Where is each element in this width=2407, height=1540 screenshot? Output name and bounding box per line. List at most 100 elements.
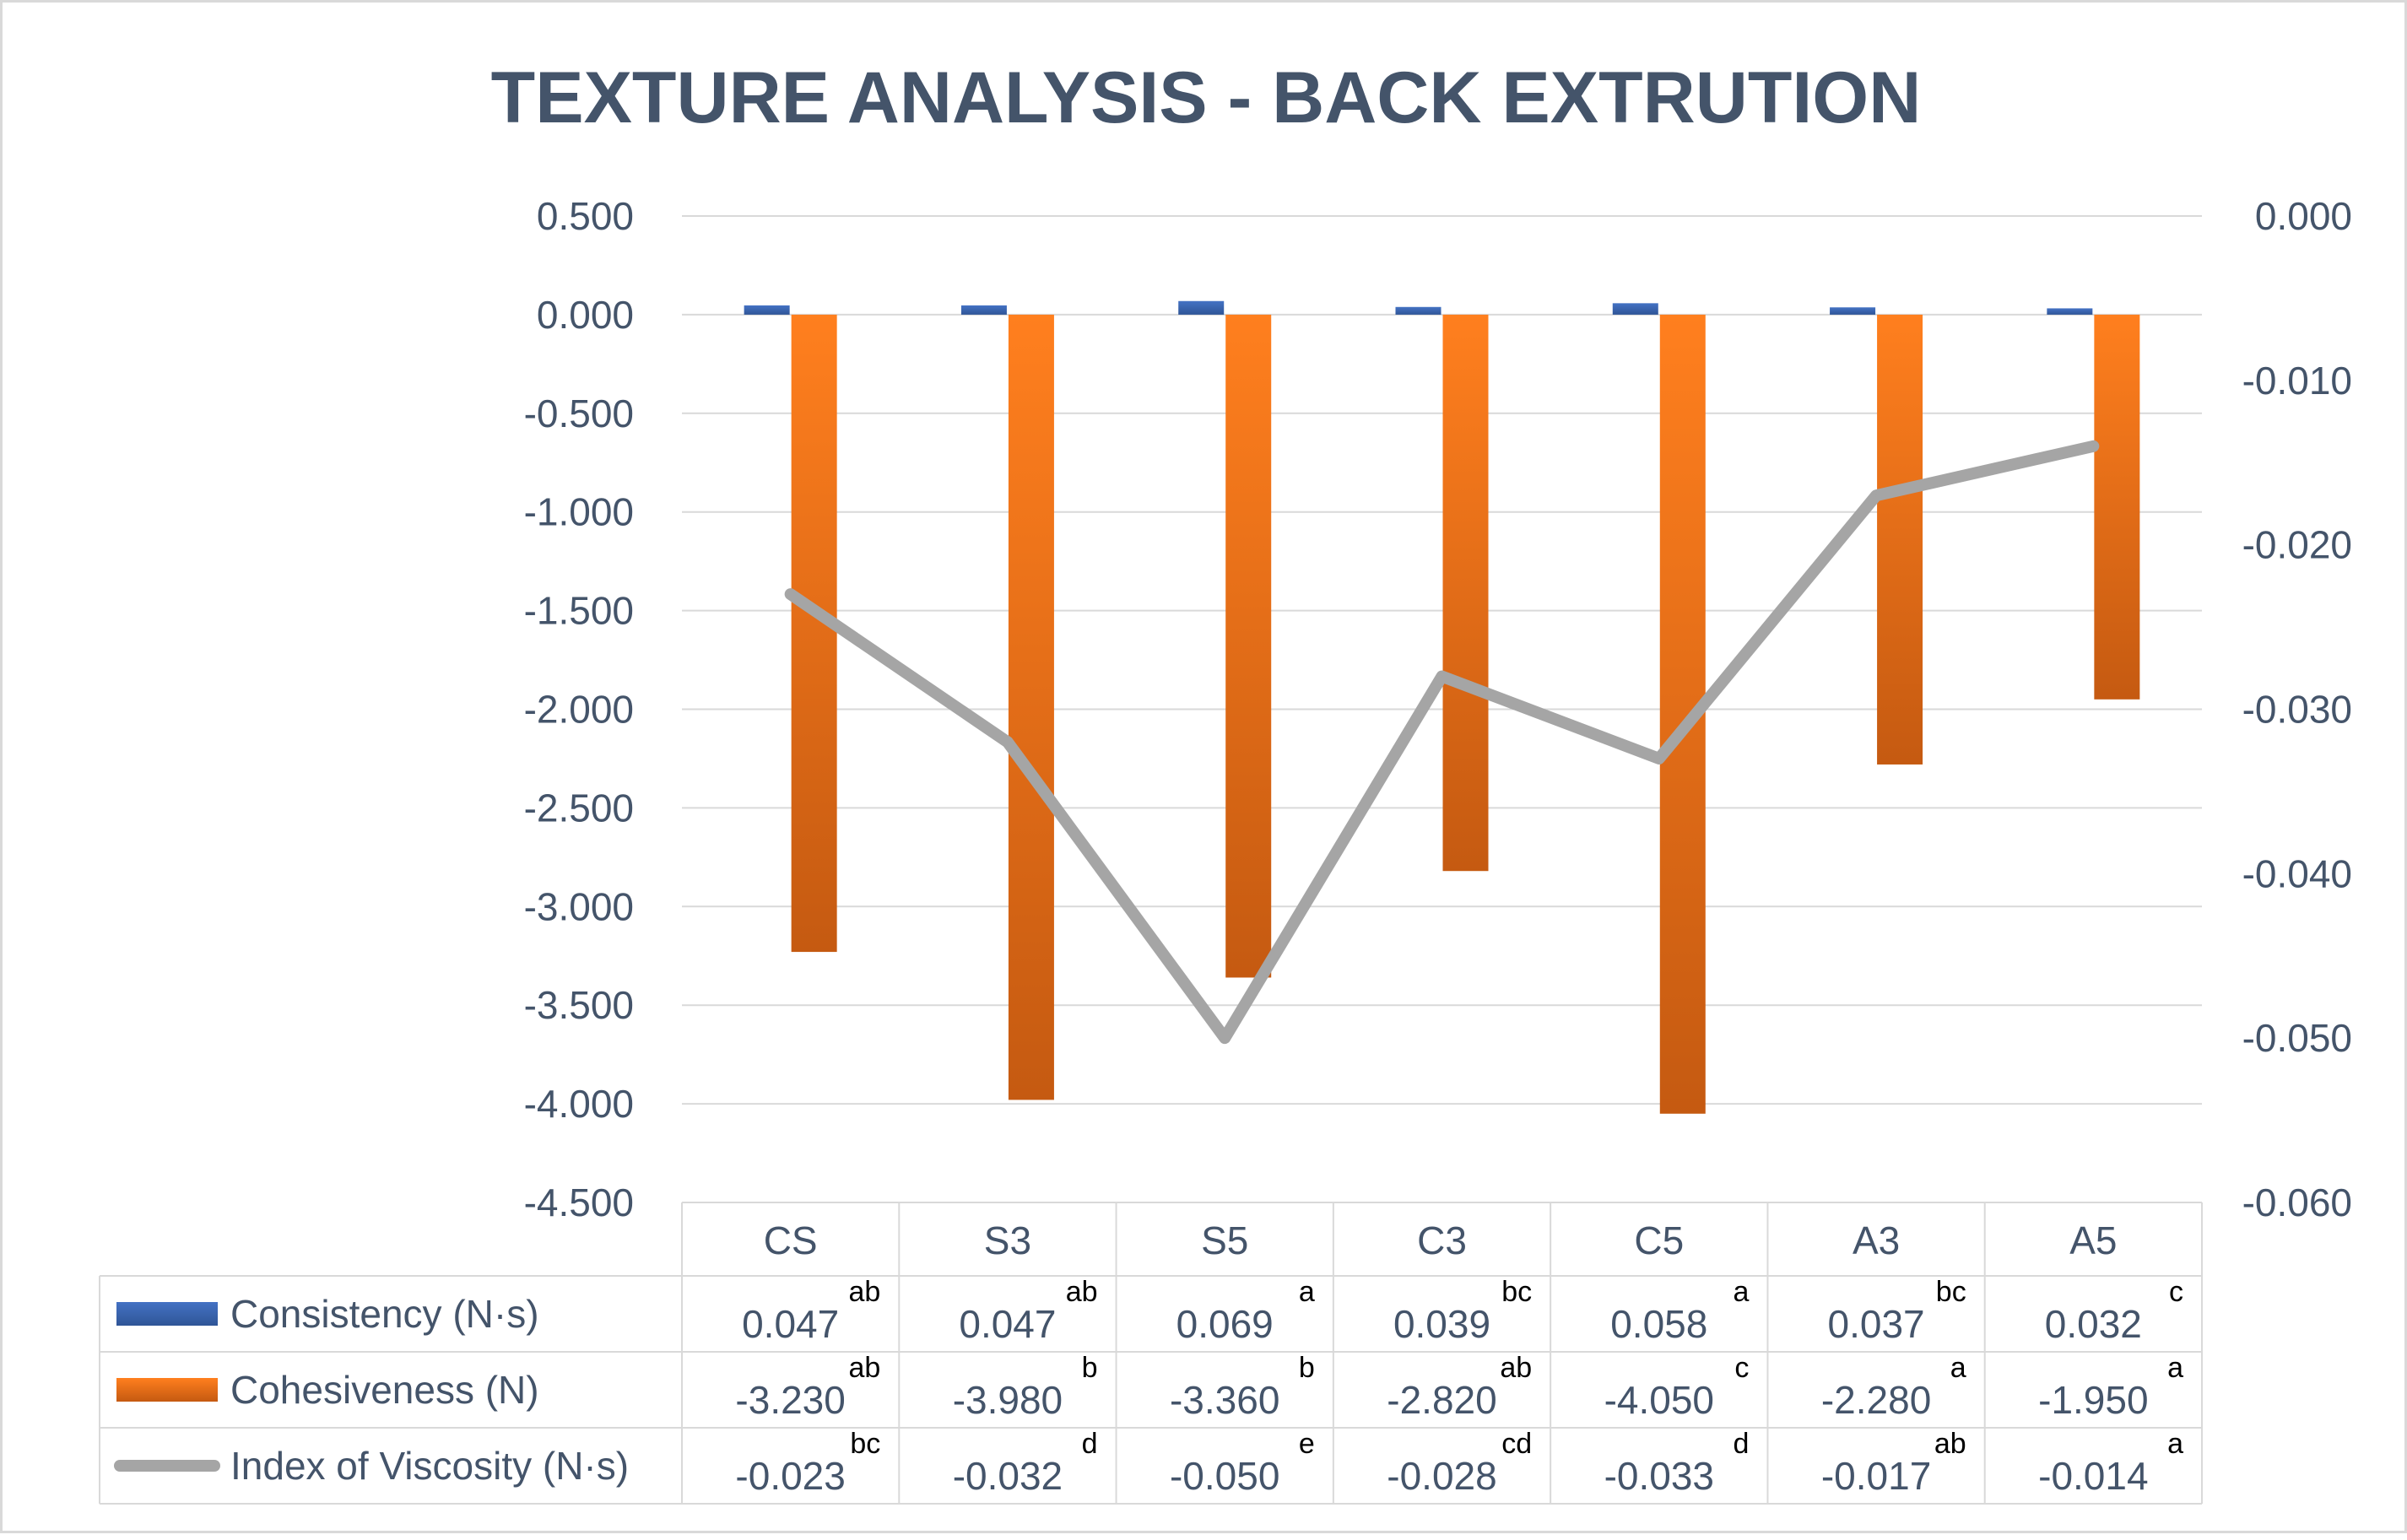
data-label: -0.033 — [1604, 1454, 1714, 1498]
category-label: A3 — [1853, 1218, 1900, 1262]
primary-tick-label: -3.000 — [524, 884, 634, 928]
significance-letter: c — [2169, 1276, 2183, 1308]
significance-letter: ab — [1066, 1276, 1098, 1308]
data-label: -4.050 — [1604, 1378, 1714, 1422]
primary-tick-label: -1.000 — [524, 490, 634, 534]
significance-letter: cd — [1501, 1428, 1532, 1460]
secondary-tick-label: -0.010 — [2242, 359, 2352, 403]
cohesiveness-bar — [1008, 314, 1054, 1100]
category-label: CS — [764, 1218, 818, 1262]
consistency-bar — [1612, 303, 1658, 315]
gridlines — [682, 215, 2202, 1203]
significance-letter: ab — [848, 1276, 880, 1308]
viscosity-point — [789, 593, 792, 596]
viscosity-point — [1224, 1037, 1226, 1040]
cohesiveness-bar — [1442, 314, 1489, 872]
primary-tick-label: -3.500 — [524, 983, 634, 1027]
category-label: C3 — [1417, 1218, 1467, 1262]
data-label: 0.039 — [1393, 1302, 1490, 1346]
significance-letter: a — [2167, 1352, 2183, 1384]
significance-letter: a — [2167, 1428, 2183, 1460]
chart-title: TEXTURE ANALYSIS - BACK EXTRUTION — [491, 57, 1922, 138]
category-label: S5 — [1201, 1218, 1248, 1262]
consistency-bar — [1830, 307, 1876, 315]
significance-letter: c — [1734, 1352, 1749, 1384]
primary-tick-label: -0.500 — [524, 392, 634, 435]
primary-tick-label: -2.500 — [524, 786, 634, 829]
data-label: -0.014 — [2038, 1454, 2148, 1498]
viscosity-point — [1875, 494, 1878, 497]
legend-label: Index of Viscosity (N·s) — [230, 1444, 629, 1488]
data-label: 0.069 — [1176, 1302, 1274, 1346]
consistency-bar — [1178, 300, 1225, 315]
significance-letter: ab — [1934, 1428, 1966, 1460]
significance-letter: bc — [1501, 1276, 1532, 1308]
data-label: -0.023 — [735, 1454, 845, 1498]
significance-letter: e — [1299, 1428, 1315, 1460]
data-label: -2.820 — [1387, 1378, 1496, 1422]
data-label: -3.230 — [735, 1378, 845, 1422]
consistency-bar — [2047, 308, 2093, 315]
chart-svg: TEXTURE ANALYSIS - BACK EXTRUTION 0.500 0… — [99, 57, 2352, 1505]
data-label: 0.047 — [959, 1302, 1056, 1346]
data-label: -0.017 — [1821, 1454, 1931, 1498]
significance-letter: d — [1082, 1428, 1098, 1460]
primary-tick-label: -2.000 — [524, 688, 634, 732]
cohesiveness-bar — [791, 314, 837, 953]
secondary-axis-ticks: 0.000 -0.010 -0.020 -0.030 -0.040 -0.050 -0.06… — [2242, 194, 2352, 1224]
secondary-tick-label: 0.000 — [2255, 194, 2352, 238]
legend-key-cohesiveness — [116, 1378, 218, 1402]
secondary-tick-label: -0.060 — [2242, 1181, 2352, 1224]
primary-tick-label: -1.500 — [524, 589, 634, 633]
data-label: 0.047 — [742, 1302, 839, 1346]
viscosity-point — [1006, 741, 1009, 743]
secondary-tick-label: -0.030 — [2242, 688, 2352, 732]
significance-letter: ab — [1500, 1352, 1532, 1384]
significance-letter: b — [1082, 1352, 1098, 1384]
viscosity-point — [1658, 757, 1660, 759]
primary-tick-label: -4.000 — [524, 1082, 634, 1126]
cohesiveness-bar — [1877, 314, 1923, 765]
consistency-bar — [1395, 306, 1441, 315]
significance-letter: a — [1299, 1276, 1315, 1308]
data-label: -3.360 — [1170, 1378, 1279, 1422]
legend-label: Cohesiveness (N) — [230, 1368, 539, 1412]
data-label: -0.050 — [1170, 1454, 1279, 1498]
data-label: -0.032 — [953, 1454, 1063, 1498]
data-label: -2.280 — [1821, 1378, 1931, 1422]
consistency-bar — [960, 305, 1007, 315]
viscosity-point — [2092, 445, 2095, 447]
significance-letter: a — [1734, 1276, 1750, 1308]
cohesiveness-bar — [2094, 314, 2140, 700]
primary-tick-label: -4.500 — [524, 1181, 634, 1224]
significance-letter: bc — [850, 1428, 880, 1460]
data-label: -1.950 — [2038, 1378, 2148, 1422]
viscosity-line — [784, 440, 2100, 1045]
significance-letter: b — [1299, 1352, 1315, 1384]
secondary-tick-label: -0.040 — [2242, 851, 2352, 895]
cohesiveness-bars — [791, 314, 2140, 1114]
category-label: S3 — [984, 1218, 1031, 1262]
category-label: C5 — [1634, 1218, 1684, 1262]
secondary-tick-label: -0.050 — [2242, 1016, 2352, 1060]
data-label: 0.032 — [2045, 1302, 2142, 1346]
significance-letter: bc — [1936, 1276, 1966, 1308]
category-label: A5 — [2069, 1218, 2117, 1262]
legend-key-consistency — [116, 1302, 218, 1326]
significance-letter: d — [1734, 1428, 1750, 1460]
data-label: 0.037 — [1828, 1302, 1925, 1346]
data-label: 0.058 — [1610, 1302, 1707, 1346]
consistency-bar — [744, 305, 790, 315]
secondary-tick-label: -0.020 — [2242, 523, 2352, 567]
consistency-bars — [744, 300, 2093, 315]
significance-letter: a — [1950, 1352, 1966, 1384]
data-label: -0.028 — [1387, 1454, 1496, 1498]
cohesiveness-bar — [1225, 314, 1272, 978]
significance-letter: ab — [848, 1352, 880, 1384]
primary-tick-label: 0.500 — [537, 194, 634, 238]
data-label: -3.980 — [953, 1378, 1063, 1422]
legend-label: Consistency (N·s) — [230, 1292, 539, 1336]
primary-axis-ticks: 0.500 0.000 -0.500 -1.000 -1.500 -2.000 -2.500… — [524, 194, 634, 1224]
